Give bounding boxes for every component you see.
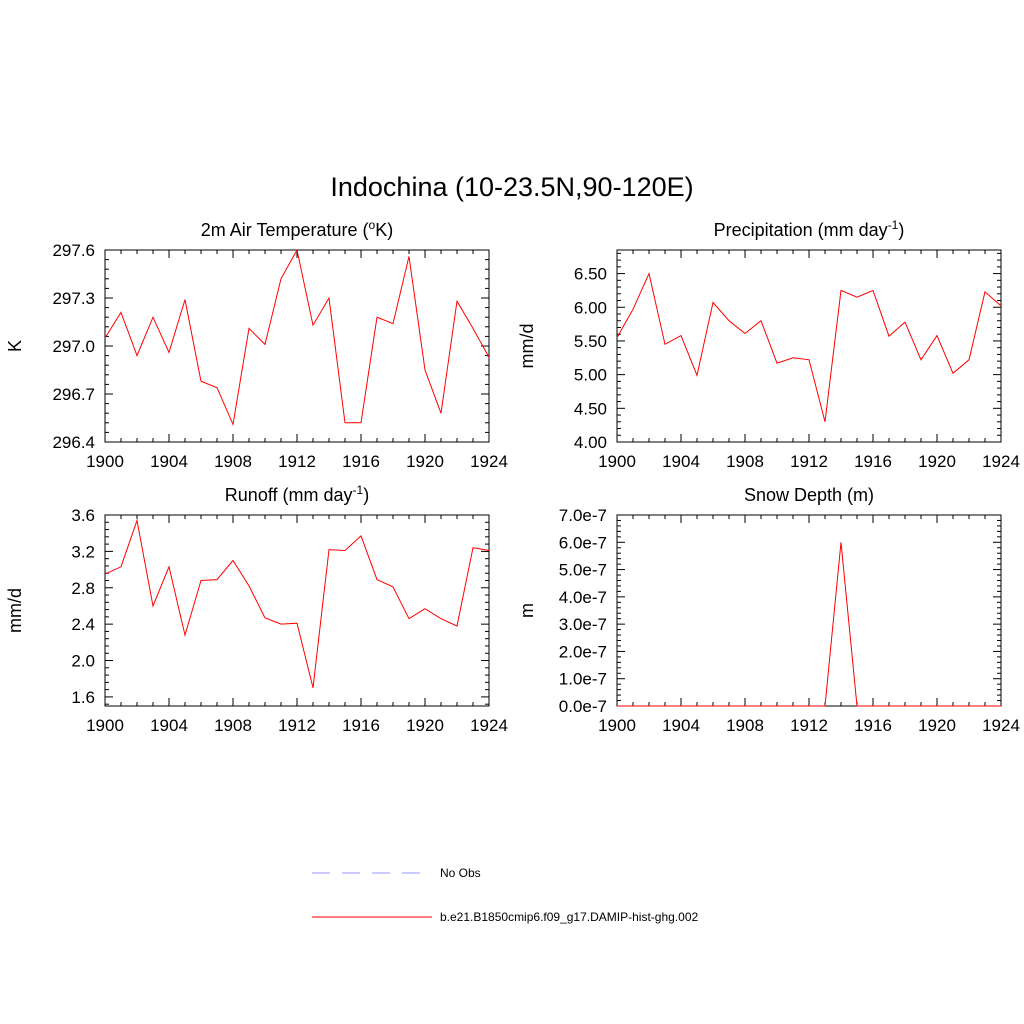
legend-label-model: b.e21.B1850cmip6.f09_g17.DAMIP-hist-ghg.…	[440, 910, 698, 924]
panel-temperature: 2m Air Temperature (oK) K 1900 1904 1908 1912…	[5, 218, 508, 471]
temperature-title-suffix: K)	[375, 220, 393, 240]
temperature-y-tick-label: 296.4	[52, 433, 95, 452]
runoff-y-axis-label: mm/d	[5, 588, 25, 633]
runoff-x-tick-label: 1908	[214, 716, 252, 735]
snow-depth-x-tick-label: 1924	[982, 716, 1020, 735]
temperature-series-line	[104, 248, 490, 427]
temperature-title: 2m Air Temperature (oK)	[201, 218, 393, 240]
legend-label-no-obs: No Obs	[440, 866, 481, 880]
snow-depth-y-tick-label: 3.0e-7	[559, 615, 607, 634]
temperature-x-tick-label: 1912	[278, 452, 316, 471]
runoff-plot-frame	[104, 514, 490, 707]
snow-depth-y-tick-label: 5.0e-7	[559, 561, 607, 580]
precipitation-series-line	[616, 272, 1002, 422]
precipitation-y-tick-label: 6.00	[574, 298, 607, 317]
runoff-y-tick-label: 2.0	[71, 652, 95, 671]
runoff-x-tick-label: 1920	[406, 716, 444, 735]
temperature-x-tick-label: 1904	[150, 452, 188, 471]
runoff-y-tick-label: 3.6	[71, 506, 95, 525]
runoff-series-line	[104, 518, 490, 688]
runoff-title-suffix: )	[363, 485, 369, 505]
precipitation-x-tick-label: 1900	[598, 452, 636, 471]
runoff-x-tick-label: 1900	[86, 716, 124, 735]
snow-depth-y-tick-label: 4.0e-7	[559, 588, 607, 607]
snow-depth-x-tick-label: 1916	[854, 716, 892, 735]
snow-depth-y-tick-label: 2.0e-7	[559, 642, 607, 661]
temperature-x-tick-label: 1924	[470, 452, 508, 471]
panels-group: 2m Air Temperature (oK) K 1900 1904 1908 1912…	[5, 218, 1020, 735]
temperature-plot-frame	[104, 249, 490, 443]
temperature-x-tick-label: 1916	[342, 452, 380, 471]
panel-snow-depth: Snow Depth (m) m 1900 1904 1908 1912 1916 1920 1…	[517, 485, 1020, 735]
runoff-y-tick-label: 2.4	[71, 615, 95, 634]
precipitation-title: Precipitation (mm day-1)	[714, 218, 905, 240]
precipitation-y-tick-label: 5.50	[574, 332, 607, 351]
runoff-title-superscript: -1	[353, 483, 364, 497]
temperature-title-text: 2m Air Temperature (	[201, 220, 369, 240]
runoff-x-tick-label: 1924	[470, 716, 508, 735]
precipitation-x-tick-label: 1920	[918, 452, 956, 471]
temperature-x-tick-label: 1908	[214, 452, 252, 471]
precipitation-plot-frame	[616, 249, 1002, 443]
runoff-x-tick-label: 1904	[150, 716, 188, 735]
temperature-x-tick-label: 1920	[406, 452, 444, 471]
main-title: Indochina (10-23.5N,90-120E)	[330, 172, 693, 202]
precipitation-x-tick-label: 1904	[662, 452, 700, 471]
precipitation-x-tick-label: 1924	[982, 452, 1020, 471]
snow-depth-x-tick-label: 1912	[790, 716, 828, 735]
temperature-title-superscript: o	[369, 218, 376, 232]
precipitation-y-tick-label: 5.00	[574, 366, 607, 385]
snow-depth-y-tick-label: 1.0e-7	[559, 670, 607, 689]
snow-depth-title: Snow Depth (m)	[744, 485, 874, 505]
runoff-y-tick-label: 2.8	[71, 579, 95, 598]
temperature-y-tick-label: 297.0	[52, 337, 95, 356]
runoff-y-tick-label: 3.2	[71, 542, 95, 561]
temperature-y-axis-label: K	[5, 340, 25, 352]
snow-depth-y-tick-label: 6.0e-7	[559, 533, 607, 552]
snow-depth-x-tick-label: 1904	[662, 716, 700, 735]
runoff-y-tick-label: 1.6	[71, 688, 95, 707]
precipitation-x-tick-label: 1912	[790, 452, 828, 471]
snow-depth-x-tick-label: 1908	[726, 716, 764, 735]
snow-depth-y-tick-label: 7.0e-7	[559, 506, 607, 525]
temperature-y-tick-label: 296.7	[52, 385, 95, 404]
snow-depth-x-tick-label: 1920	[918, 716, 956, 735]
precipitation-title-superscript: -1	[888, 218, 899, 232]
temperature-x-tick-label: 1900	[86, 452, 124, 471]
panel-runoff: Runoff (mm day-1) mm/d 1900 1904 1908 1912 191…	[5, 483, 508, 735]
snow-depth-y-tick-label: 0.0e-7	[559, 697, 607, 716]
precipitation-y-tick-label: 4.00	[574, 433, 607, 452]
temperature-y-tick-label: 297.3	[52, 289, 95, 308]
precipitation-y-axis-label: mm/d	[517, 324, 537, 369]
precipitation-x-tick-label: 1916	[854, 452, 892, 471]
runoff-x-tick-label: 1916	[342, 716, 380, 735]
snow-depth-x-tick-label: 1900	[598, 716, 636, 735]
temperature-y-tick-label: 297.6	[52, 241, 95, 260]
runoff-title: Runoff (mm day-1)	[225, 483, 369, 505]
snow-depth-title-text: Snow Depth (m)	[744, 485, 874, 505]
precipitation-x-tick-label: 1908	[726, 452, 764, 471]
legend: No Obs b.e21.B1850cmip6.f09_g17.DAMIP-his…	[312, 866, 698, 924]
precipitation-y-tick-label: 6.50	[574, 265, 607, 284]
panel-precipitation: Precipitation (mm day-1) mm/d 1900 1904 1908…	[517, 218, 1020, 471]
precipitation-title-text: Precipitation (mm day	[714, 220, 888, 240]
snow-depth-y-axis-label: m	[517, 603, 537, 618]
precipitation-title-suffix: )	[898, 220, 904, 240]
snow-depth-plot-frame	[616, 514, 1002, 707]
snow-depth-series-line	[617, 542, 1001, 707]
runoff-x-tick-label: 1912	[278, 716, 316, 735]
runoff-title-text: Runoff (mm day	[225, 485, 353, 505]
precipitation-y-tick-label: 4.50	[574, 399, 607, 418]
